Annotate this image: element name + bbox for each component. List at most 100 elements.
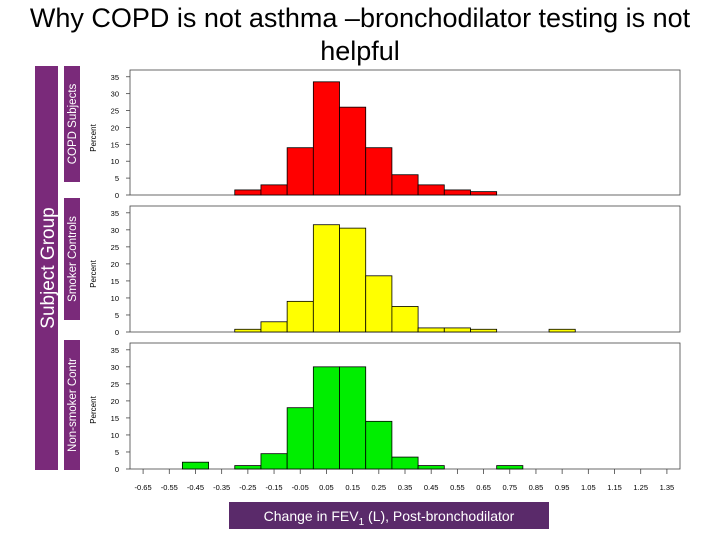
x-tick-label: -0.25 [239,483,256,492]
y-tick-label: 25 [111,380,119,389]
x-tick-label: -0.15 [265,483,282,492]
x-tick-label: -0.05 [292,483,309,492]
x-tick-label: 0.95 [555,483,570,492]
histogram-bar [365,275,393,333]
y-tick-label: 15 [111,277,119,286]
histogram-bar [443,327,471,333]
y-tick-label: 25 [111,243,119,252]
panels-layer: 0 5 10 15 20 25 30 35 0 5 10 15 20 25 30 35 0 5 10 15 20 25 30… [111,69,681,474]
y-tick-label: 5 [115,311,119,320]
panel-band-nonsmoker [64,340,80,470]
x-tick-label: -0.45 [187,483,204,492]
x-tick-label: 1.15 [607,483,622,492]
y-tick-label: 30 [111,90,119,99]
histogram-bar [470,328,498,333]
x-tick-label: 0.75 [502,483,517,492]
y-tick-label: 15 [111,414,119,423]
x-tick-label: -0.65 [135,483,152,492]
x-tick-label: 0.85 [529,483,544,492]
x-tick-label: 0.55 [450,483,465,492]
y-tick-label: 0 [115,465,119,474]
panel-band-smoker [64,198,80,320]
histogram-bar [286,407,314,470]
x-axis: -0.65 -0.55 -0.45 -0.35 -0.25 -0.15 -0.05 0.05 0… [135,469,675,492]
histogram-bar [443,189,471,196]
x-tick-label: -0.55 [161,483,178,492]
histogram-bar [365,420,393,470]
y-tick-label: 10 [111,431,119,440]
y-tick-label: 0 [115,191,119,200]
subject-group-band [35,66,58,470]
x-axis-title-box [229,502,549,529]
histogram-bar [496,465,524,470]
x-tick-label: 1.05 [581,483,596,492]
panel-frame [129,342,681,470]
histogram-bar [234,328,262,333]
x-tick-label: 0.05 [319,483,334,492]
histogram-bar [417,184,445,196]
histogram-bar [286,147,314,196]
histogram-bar [234,465,262,470]
histogram-bar [312,81,340,196]
y-tick-label: 20 [111,123,119,132]
histogram-bar [312,366,340,470]
histogram-bar [339,106,367,196]
y-tick-label: 30 [111,363,119,372]
y-tick-label: 35 [111,346,119,355]
y-tick-label: 10 [111,294,119,303]
y-tick-label: 20 [111,260,119,269]
y-tick-label: 30 [111,226,119,235]
histogram-bar [181,461,209,470]
histogram-bar [260,321,288,333]
y-tick-label: 10 [111,157,119,166]
y-tick-label: 5 [115,448,119,457]
histogram-bar [339,227,367,333]
histogram-bar [260,453,288,470]
y-tick-label: 35 [111,209,119,218]
x-tick-label: 0.15 [345,483,360,492]
histogram-bar [417,327,445,333]
x-tick-label: 0.65 [476,483,491,492]
histogram-bar [391,174,419,196]
y-tick-label: 15 [111,140,119,149]
y-tick-label: 5 [115,174,119,183]
histogram-bar [312,224,340,333]
slide-title: Why COPD is not asthma –bronchodilator t… [0,2,720,68]
y-tick-label: 25 [111,107,119,116]
histogram-bar [365,147,393,196]
ylabel-copd: Percent [89,123,98,151]
histogram-bar [260,184,288,196]
title-line-2: helpful [320,36,400,66]
panel-frame [129,69,681,196]
histogram-bar [234,189,262,196]
x-tick-label: 1.25 [633,483,648,492]
x-axis-title-prefix: Change in FEV [264,508,360,524]
histogram-bar [417,465,445,470]
x-axis-title-subscript: 1 [359,517,365,528]
x-axis-title: Change in FEV1 (L), Post-bronchodilator [264,508,515,528]
x-axis-title-suffix: (L), Post-bronchodilator [364,508,515,524]
y-tick-label: 20 [111,397,119,406]
histogram-bar [391,456,419,470]
y-tick-label: 0 [115,328,119,337]
x-tick-label: 0.35 [398,483,413,492]
panel-label-copd: COPD Subjects [67,83,79,164]
histogram-bar [548,328,576,333]
ylabel-nonsmoker: Percent [89,395,98,423]
x-tick-label: -0.35 [213,483,230,492]
x-tick-label: 1.35 [660,483,675,492]
ylabel-smoker: Percent [89,259,98,287]
panel-label-smoker: Smoker Controls [67,216,79,302]
subject-group-label: Subject Group [38,207,59,328]
histogram-bar [286,300,314,333]
x-tick-label: 0.25 [372,483,387,492]
panel-label-nonsmoker: Non-smoker Contr [67,358,79,452]
x-tick-label: 0.45 [424,483,439,492]
title-line-1: Why COPD is not asthma –bronchodilator t… [29,3,691,33]
histogram-bar [391,306,419,333]
y-tick-label: 35 [111,73,119,82]
panel-band-copd [64,66,80,182]
histogram-bar [339,366,367,470]
histogram-bar [470,191,498,196]
